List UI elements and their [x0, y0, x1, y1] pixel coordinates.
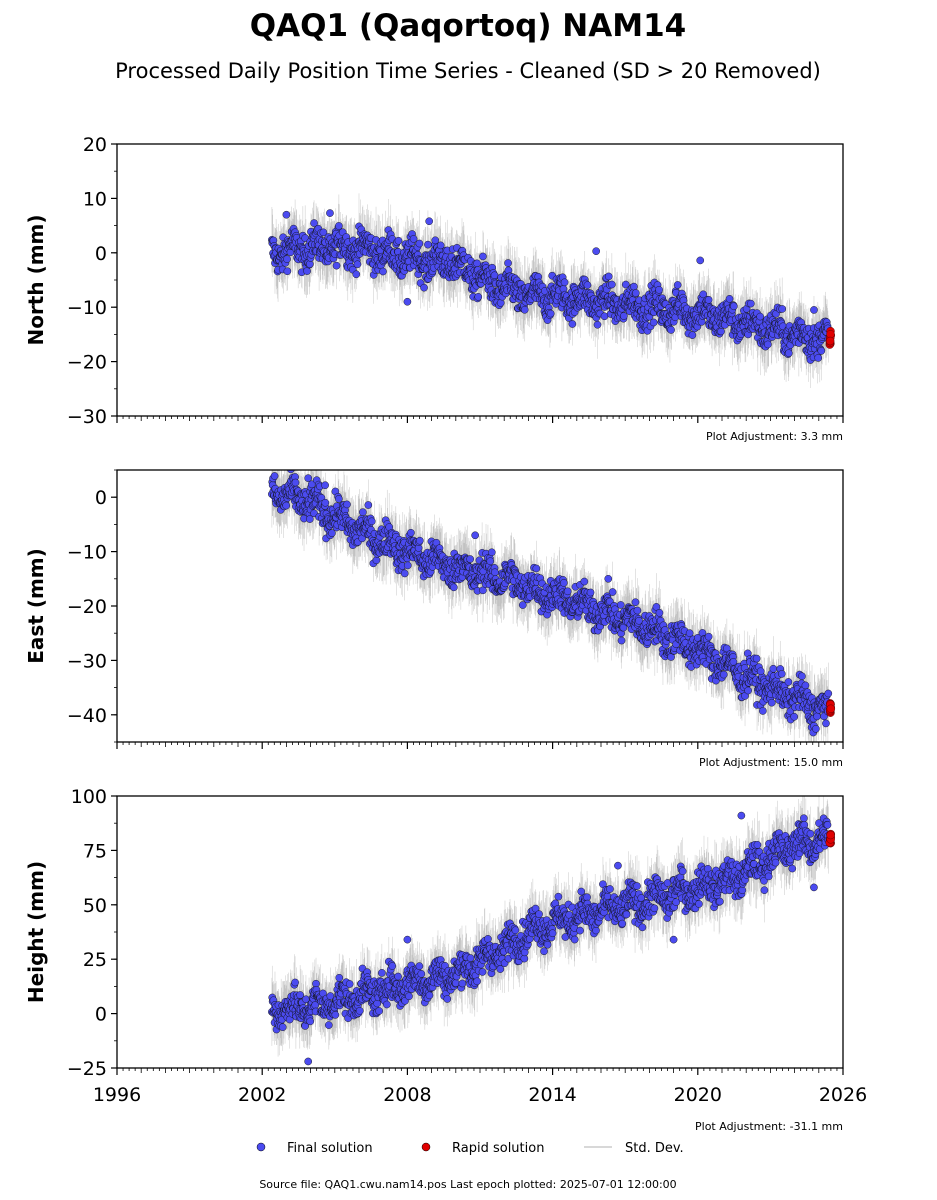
final-solution-point: [420, 283, 428, 292]
final-solution-point: [287, 470, 295, 474]
final-solution-point: [667, 326, 675, 334]
chart-title: QAQ1 (Qaqortoq) NAM14: [250, 8, 686, 44]
plot-area: [268, 470, 836, 742]
final-solution-point: [479, 252, 487, 261]
y-tick-label: −10: [67, 297, 107, 319]
final-solution-point: [764, 340, 772, 349]
final-solution-point: [436, 241, 445, 250]
y-tick-label: 10: [83, 188, 107, 210]
y-tick-label: 0: [95, 243, 107, 265]
plot-adjustment-note: Plot Adjustment: 3.3 mm: [706, 430, 843, 443]
final-solution-point: [303, 267, 311, 275]
final-solution-point: [621, 280, 630, 289]
final-solution-point: [335, 222, 343, 230]
rapid-solution-point: [825, 336, 835, 346]
final-solution-point: [814, 354, 823, 362]
panel-0: 20 10 0 −10 −20 −30 North (mm) Plot Adjustment:…: [24, 134, 844, 443]
final-solution-point: [466, 555, 474, 563]
final-solution-point: [306, 515, 314, 523]
final-solution-point: [810, 306, 818, 314]
final-solution-point: [546, 309, 555, 318]
final-solution-point: [473, 259, 481, 268]
final-solution-point: [343, 500, 351, 509]
final-solution-point: [353, 260, 362, 269]
final-solution-point: [729, 302, 738, 311]
final-solution-point: [632, 289, 640, 297]
final-solution-point: [394, 236, 403, 245]
final-solution-point: [282, 210, 291, 219]
final-solution-point: [379, 267, 387, 276]
final-solution-point: [630, 282, 638, 291]
final-solution-point: [592, 247, 600, 255]
final-solution-point: [328, 529, 336, 537]
final-solution-point: [568, 320, 577, 328]
final-solution-point: [560, 278, 569, 287]
final-solution-point: [593, 320, 602, 329]
final-solution-point: [817, 347, 826, 355]
final-solution-point: [367, 517, 376, 526]
final-solution-point: [608, 280, 616, 289]
final-solution-point: [283, 255, 291, 263]
y-axis-label: North (mm): [24, 214, 48, 345]
y-tick-label: −30: [67, 406, 107, 428]
final-solution-point: [704, 296, 713, 304]
final-solution-point: [778, 305, 787, 313]
final-solution-point: [425, 217, 434, 226]
final-solution-point: [415, 239, 424, 248]
final-solution-point: [649, 318, 658, 327]
final-solution-point: [756, 312, 764, 321]
final-solution-point: [688, 331, 697, 339]
final-solution-point: [655, 285, 663, 294]
final-solution-point: [784, 349, 793, 358]
final-solution-point: [332, 261, 341, 270]
final-solution-point: [403, 297, 412, 306]
final-solution-point: [424, 240, 432, 249]
final-solution-point: [415, 536, 424, 545]
final-solution-point: [359, 508, 367, 517]
final-solution-point: [604, 272, 613, 281]
final-solution-point: [747, 299, 755, 308]
final-solution-point: [403, 561, 412, 570]
final-solution-point: [283, 267, 292, 276]
final-solution-point: [270, 472, 279, 480]
final-solution-point: [431, 236, 440, 245]
final-solution-point: [400, 569, 409, 578]
final-solution-point: [696, 256, 705, 265]
plot-area: [268, 193, 835, 389]
final-solution-point: [310, 219, 318, 227]
final-solution-point: [407, 528, 415, 537]
final-solution-point: [583, 281, 592, 289]
final-solution-point: [717, 327, 725, 336]
y-tick-label: −20: [67, 352, 107, 374]
final-solution-point: [319, 228, 328, 237]
final-solution-point: [520, 305, 529, 314]
final-solution-point: [699, 290, 708, 299]
final-solution-point: [490, 271, 499, 280]
final-solution-point: [474, 293, 483, 301]
final-solution-point: [504, 259, 512, 267]
final-solution-point: [352, 270, 361, 279]
final-solution-point: [620, 312, 628, 320]
final-solution-point: [673, 281, 682, 289]
final-solution-point: [282, 501, 291, 510]
final-solution-point: [326, 209, 334, 217]
panels: 20 10 0 −10 −20 −30 North (mm) Plot Adjustment:…: [24, 134, 867, 1133]
final-solution-point: [372, 556, 381, 565]
final-solution-point: [364, 501, 373, 509]
chart-subtitle: Processed Daily Position Time Series - C…: [115, 59, 821, 83]
final-solution-point: [335, 495, 343, 503]
final-solution-point: [321, 498, 330, 507]
final-solution-point: [409, 235, 418, 243]
final-solution-point: [725, 295, 734, 303]
final-solution-point: [291, 478, 300, 487]
final-solution-point: [450, 583, 458, 592]
y-tick-label: 20: [83, 134, 107, 156]
